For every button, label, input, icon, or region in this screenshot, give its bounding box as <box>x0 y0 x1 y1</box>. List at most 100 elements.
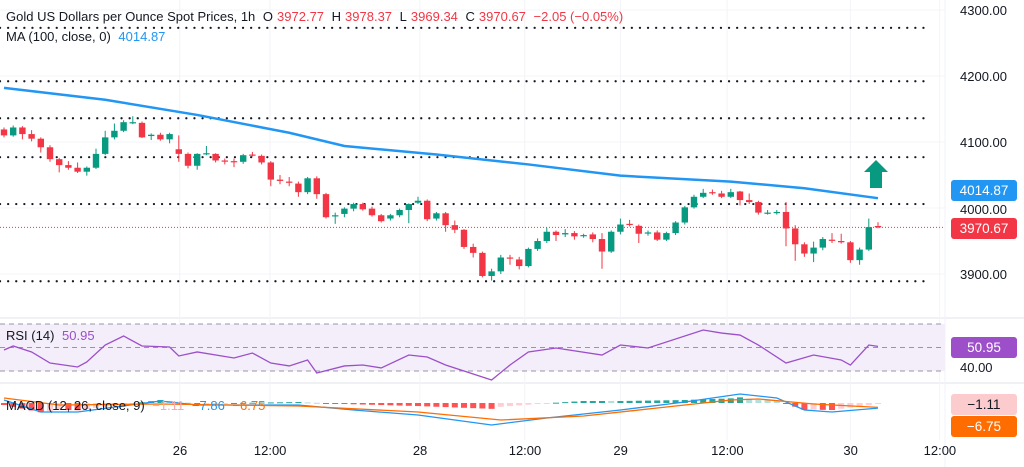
macd-histogram-bar <box>571 401 578 403</box>
macd-histogram-bar <box>442 403 449 408</box>
candle <box>856 247 863 265</box>
macd-histogram-bar <box>654 400 661 403</box>
candle <box>488 268 495 281</box>
candle <box>286 176 293 187</box>
candle <box>727 188 734 199</box>
candle-body <box>433 213 440 219</box>
candle-body <box>451 225 458 230</box>
rsi-legend[interactable]: RSI (14) 50.95 <box>6 328 99 343</box>
ma-line <box>3 86 879 200</box>
candle <box>0 127 8 138</box>
candle <box>635 224 642 243</box>
candle <box>718 190 725 199</box>
macd-legend[interactable]: MACD (12, 26, close, 9) −1.11 −7.86 −6.7… <box>6 398 269 413</box>
candle-body <box>746 200 753 203</box>
candle-body <box>203 153 210 155</box>
macd-histogram-bar <box>663 400 670 403</box>
candle <box>589 232 596 243</box>
candle <box>828 233 836 243</box>
candle <box>129 116 136 125</box>
candle <box>350 202 357 212</box>
macd-histogram-bar <box>626 400 633 403</box>
macd-histogram-bar <box>415 403 421 407</box>
time-tick: 12:00 <box>253 443 287 458</box>
candle <box>92 148 100 170</box>
candle <box>608 230 615 253</box>
candle-body <box>65 165 72 168</box>
candle <box>83 166 90 176</box>
candle-body <box>341 208 348 214</box>
candle-body <box>148 134 155 137</box>
candle-body <box>736 191 744 201</box>
candle-body <box>414 200 422 203</box>
candle-body <box>782 211 790 229</box>
time-tick: 12:00 <box>508 443 542 458</box>
candle-body <box>313 178 320 195</box>
macd-histogram-bar <box>599 401 605 403</box>
macd-histogram-bar <box>543 403 550 404</box>
time-tick: 26 <box>172 443 188 458</box>
candle-body <box>120 122 127 131</box>
macd-histogram-bar <box>497 403 504 407</box>
candle <box>313 176 320 199</box>
candle-body <box>0 129 8 136</box>
candle-body <box>617 224 624 232</box>
candle <box>221 158 228 165</box>
candle-body <box>525 248 532 267</box>
candle <box>19 126 26 140</box>
macd-histogram-bar <box>451 403 458 408</box>
candle-body <box>718 193 725 197</box>
ma-price-badge: 4014.87 <box>951 180 1017 201</box>
candle <box>700 188 707 199</box>
macd-signal-badge: −6.75 <box>951 416 1017 437</box>
macd-histogram-bar <box>635 400 642 403</box>
time-tick: 29 <box>613 443 628 458</box>
candle-body <box>405 204 412 210</box>
candle-body <box>102 137 109 154</box>
low-value: 3969.34 <box>410 9 458 24</box>
candle-body <box>819 239 826 248</box>
price-tick: 4300.00 <box>960 3 1007 18</box>
ma-value: 4014.87 <box>118 29 166 44</box>
candle <box>755 200 762 215</box>
macd-histogram-bar <box>332 403 339 404</box>
candle-body <box>230 161 238 163</box>
candle-body <box>470 246 477 253</box>
macd-histogram-bar <box>562 402 569 404</box>
candle-body <box>276 179 284 181</box>
open-label: O <box>262 9 274 24</box>
candle-body <box>184 153 192 166</box>
candle-body <box>56 159 63 166</box>
macd-histogram-bar <box>221 403 228 404</box>
macd-histogram-bar <box>1 403 7 406</box>
horizontal-levels <box>0 26 945 283</box>
candle <box>56 157 63 173</box>
candle-body <box>543 231 550 241</box>
candle <box>838 233 845 244</box>
candle <box>782 202 790 247</box>
candle-body <box>654 232 661 240</box>
macd-histogram-bar <box>387 403 394 406</box>
candle <box>672 221 679 236</box>
macd-histogram-bar <box>240 402 247 404</box>
main-legend: Gold US Dollars per Ounce Spot Prices, 1… <box>6 9 627 24</box>
candle <box>267 161 274 187</box>
candle <box>644 230 652 236</box>
candle-body <box>46 147 54 160</box>
ma-legend[interactable]: MA (100, close, 0) 4014.87 <box>6 29 169 44</box>
rsi-pane <box>0 323 945 381</box>
candle-body <box>608 231 615 252</box>
candle-body <box>856 249 863 261</box>
candle <box>341 207 348 218</box>
candle <box>359 202 366 211</box>
candle-body <box>28 134 35 139</box>
candle-body <box>267 162 274 180</box>
candle <box>387 213 394 221</box>
candle <box>230 158 238 168</box>
candle <box>543 227 550 243</box>
macd-histogram-bar <box>617 401 624 403</box>
candle <box>663 231 670 241</box>
candle-body <box>92 153 100 168</box>
macd-histogram-bar <box>755 400 762 403</box>
